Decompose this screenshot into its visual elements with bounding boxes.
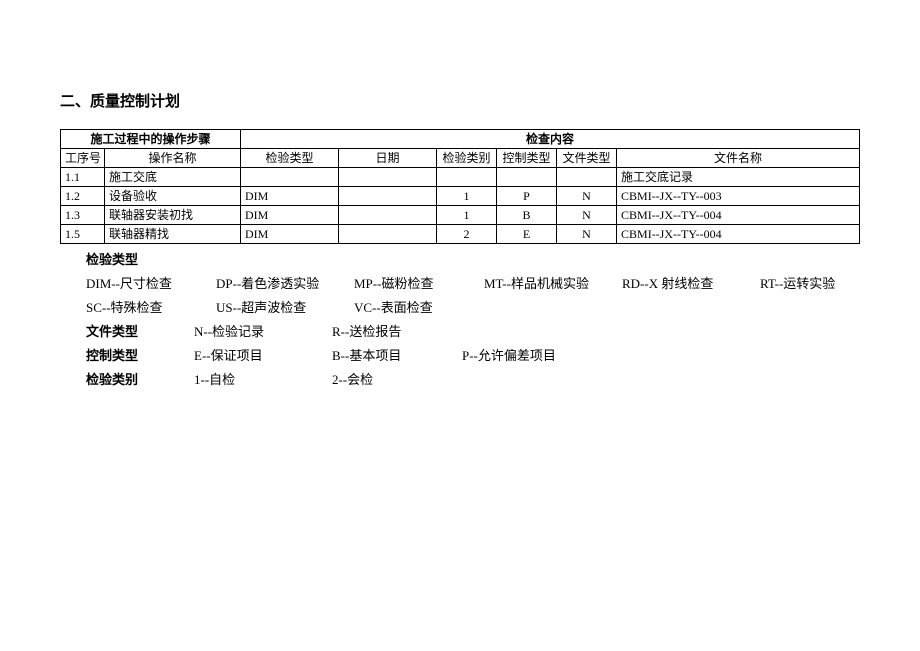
cell-ctrl-type: B — [497, 206, 557, 225]
legend-item: US--超声波检查 — [216, 296, 354, 320]
cell-file-name: CBMI--JX--TY--004 — [617, 206, 860, 225]
col-file-type: 文件类型 — [557, 149, 617, 168]
cell-insp-type: DIM — [241, 187, 339, 206]
legend-label-insp-type: 检验类型 — [86, 248, 194, 272]
cell-ctrl-type — [497, 168, 557, 187]
cell-insp-cat: 1 — [437, 187, 497, 206]
legend-row-file-type: 文件类型 N--检验记录 R--送检报告 — [86, 320, 860, 344]
cell-insp-cat: 1 — [437, 206, 497, 225]
table-row: 1.2 设备验收 DIM 1 P N CBMI--JX--TY--003 — [61, 187, 860, 206]
legend-row-ctrl-type: 控制类型 E--保证项目 B--基本项目 P--允许偏差项目 — [86, 344, 860, 368]
header-ops-group: 施工过程中的操作步骤 — [61, 130, 241, 149]
legend-item: DP--着色渗透实验 — [216, 272, 354, 296]
legend-item: R--送检报告 — [332, 320, 401, 344]
cell-date — [339, 187, 437, 206]
legend-row-insp-cat: 检验类别 1--自检 2--会检 — [86, 368, 860, 392]
cell-file-type: N — [557, 225, 617, 244]
col-file-name: 文件名称 — [617, 149, 860, 168]
legend-row-insp-type-items-2: SC--特殊检查 US--超声波检查 VC--表面检查 — [86, 296, 860, 320]
legend-row-insp-type-1: 检验类型 — [86, 248, 860, 272]
col-insp-type: 检验类型 — [241, 149, 339, 168]
legend-label-insp-cat: 检验类别 — [86, 368, 194, 392]
col-ctrl-type: 控制类型 — [497, 149, 557, 168]
legend-item: MT--样品机械实验 — [484, 272, 622, 296]
cell-date — [339, 206, 437, 225]
col-insp-cat: 检验类别 — [437, 149, 497, 168]
cell-op-name: 联轴器安装初找 — [105, 206, 241, 225]
table-header-group-row: 施工过程中的操作步骤 检查内容 — [61, 130, 860, 149]
legend-label-ctrl-type: 控制类型 — [86, 344, 194, 368]
table-header-row: 工序号 操作名称 检验类型 日期 检验类别 控制类型 文件类型 文件名称 — [61, 149, 860, 168]
cell-date — [339, 225, 437, 244]
legend-row-insp-type-items-1: DIM--尺寸检查 DP--着色渗透实验 MP--磁粉检查 MT--样品机械实验… — [86, 272, 860, 296]
section-title: 二、质量控制计划 — [60, 90, 860, 111]
legend-item: P--允许偏差项目 — [462, 344, 556, 368]
cell-insp-cat — [437, 168, 497, 187]
header-check-group: 检查内容 — [241, 130, 860, 149]
cell-op-name: 施工交底 — [105, 168, 241, 187]
cell-proc-no: 1.2 — [61, 187, 105, 206]
table-row: 1.1 施工交底 施工交底记录 — [61, 168, 860, 187]
legend-item: E--保证项目 — [194, 344, 332, 368]
legend-item: B--基本项目 — [332, 344, 462, 368]
cell-file-type — [557, 168, 617, 187]
cell-op-name: 联轴器精找 — [105, 225, 241, 244]
col-date: 日期 — [339, 149, 437, 168]
legend-item: 1--自检 — [194, 368, 332, 392]
cell-file-type: N — [557, 206, 617, 225]
legend-item: VC--表面检查 — [354, 296, 433, 320]
cell-op-name: 设备验收 — [105, 187, 241, 206]
legend-item: RT--运转实验 — [760, 272, 835, 296]
cell-proc-no: 1.1 — [61, 168, 105, 187]
legend-item: SC--特殊检查 — [86, 296, 216, 320]
table-row: 1.5 联轴器精找 DIM 2 E N CBMI--JX--TY--004 — [61, 225, 860, 244]
legend-item: 2--会检 — [332, 368, 373, 392]
legend-item: MP--磁粉检查 — [354, 272, 484, 296]
cell-file-name: 施工交底记录 — [617, 168, 860, 187]
legend-item: RD--X 射线检查 — [622, 272, 760, 296]
cell-file-name: CBMI--JX--TY--004 — [617, 225, 860, 244]
cell-insp-type: DIM — [241, 225, 339, 244]
legend-item: N--检验记录 — [194, 320, 332, 344]
cell-ctrl-type: E — [497, 225, 557, 244]
cell-insp-cat: 2 — [437, 225, 497, 244]
legend-block: 检验类型 DIM--尺寸检查 DP--着色渗透实验 MP--磁粉检查 MT--样… — [86, 248, 860, 392]
cell-insp-type: DIM — [241, 206, 339, 225]
col-op-name: 操作名称 — [105, 149, 241, 168]
table-row: 1.3 联轴器安装初找 DIM 1 B N CBMI--JX--TY--004 — [61, 206, 860, 225]
cell-proc-no: 1.5 — [61, 225, 105, 244]
legend-label-file-type: 文件类型 — [86, 320, 194, 344]
cell-insp-type — [241, 168, 339, 187]
qc-plan-table: 施工过程中的操作步骤 检查内容 工序号 操作名称 检验类型 日期 检验类别 控制… — [60, 129, 860, 244]
col-proc-no: 工序号 — [61, 149, 105, 168]
legend-item: DIM--尺寸检查 — [86, 272, 216, 296]
cell-proc-no: 1.3 — [61, 206, 105, 225]
cell-ctrl-type: P — [497, 187, 557, 206]
cell-date — [339, 168, 437, 187]
cell-file-name: CBMI--JX--TY--003 — [617, 187, 860, 206]
cell-file-type: N — [557, 187, 617, 206]
